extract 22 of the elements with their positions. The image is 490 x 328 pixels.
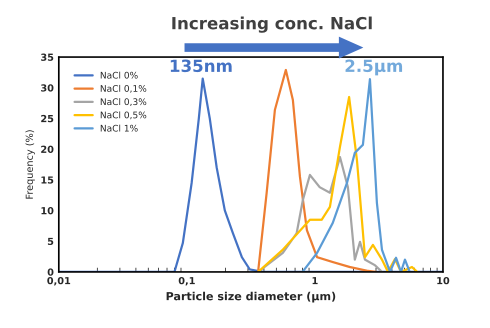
x-tick-label: 0,1 xyxy=(178,276,195,286)
legend-label: NaCl 0,3% xyxy=(100,98,146,106)
x-axis-title: Particle size diameter (µm) xyxy=(166,292,336,303)
y-tick-label: 0 xyxy=(48,268,54,276)
legend-label: NaCl 0,1% xyxy=(100,84,146,93)
y-axis-title: Frequency (%) xyxy=(25,130,35,199)
y-tick-label: 20 xyxy=(41,146,54,153)
x-tick-label: 0,01 xyxy=(47,276,70,286)
y-tick-label: 25 xyxy=(41,114,54,122)
annotation: 2.5µm xyxy=(346,59,402,76)
y-tick-label: 5 xyxy=(48,238,54,246)
legend-label: NaCl 0,5% xyxy=(100,111,146,120)
y-tick-label: 35 xyxy=(41,54,54,61)
y-tick-label: 30 xyxy=(41,84,54,92)
y-tick-label: 10 xyxy=(42,207,54,214)
legend-label: NaCl 0% xyxy=(100,72,138,79)
chart-title: Increasing conc. NaCl xyxy=(172,16,372,33)
x-tick-label: 1 xyxy=(312,277,318,284)
annotation: 135nm xyxy=(170,60,232,72)
legend-label: NaCl 1% xyxy=(100,124,138,132)
y-tick-label: 15 xyxy=(42,176,54,184)
x-tick-label: 10 xyxy=(437,276,450,284)
